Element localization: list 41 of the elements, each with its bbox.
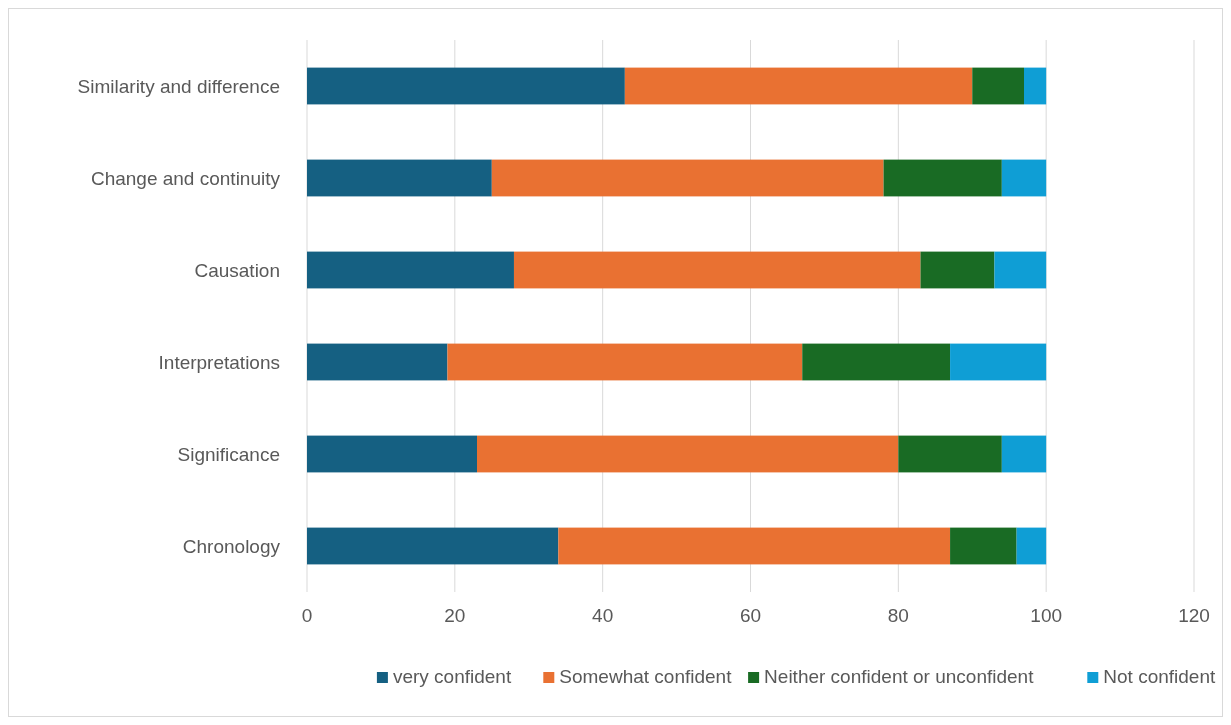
y-tick-label: Similarity and difference [77, 75, 280, 97]
bar [1001, 159, 1047, 197]
bar [994, 251, 1047, 289]
y-tick-label: Change and continuity [90, 167, 281, 189]
bar [1001, 435, 1047, 473]
bar [920, 251, 995, 289]
x-tick-label: 80 [887, 605, 909, 626]
bar [1023, 67, 1047, 105]
y-tick-label: Causation [194, 259, 280, 281]
bar [624, 67, 973, 105]
bar [307, 527, 559, 565]
bar [491, 159, 884, 197]
x-tick-label: 40 [592, 605, 614, 626]
x-tick-label: 20 [444, 605, 466, 626]
y-tick-label: Significance [177, 443, 280, 465]
bar [477, 435, 899, 473]
legend-label: very confident [392, 666, 512, 687]
bar [307, 251, 514, 289]
bar [307, 67, 625, 105]
bar [1016, 527, 1047, 565]
x-tick-label: 0 [301, 605, 313, 626]
bar [307, 343, 448, 381]
bar [447, 343, 803, 381]
bar [513, 251, 921, 289]
legend-label: Neither confident or unconfident [764, 666, 1035, 687]
bar [558, 527, 951, 565]
y-tick-label: Chronology [182, 535, 281, 557]
bar [898, 435, 1002, 473]
bar [307, 435, 478, 473]
legend-label: Somewhat confident [559, 666, 733, 687]
bar [972, 67, 1024, 105]
x-tick-label: 60 [739, 605, 762, 626]
bar [307, 159, 492, 197]
bar [802, 343, 951, 381]
bar [883, 159, 1002, 197]
bar [950, 343, 1047, 381]
bar [950, 527, 1017, 565]
legend-label: Not confident [1103, 666, 1216, 687]
x-tick-label: 100 [1030, 605, 1063, 626]
y-tick-label: Interpretations [158, 351, 280, 373]
x-tick-label: 120 [1178, 605, 1210, 626]
